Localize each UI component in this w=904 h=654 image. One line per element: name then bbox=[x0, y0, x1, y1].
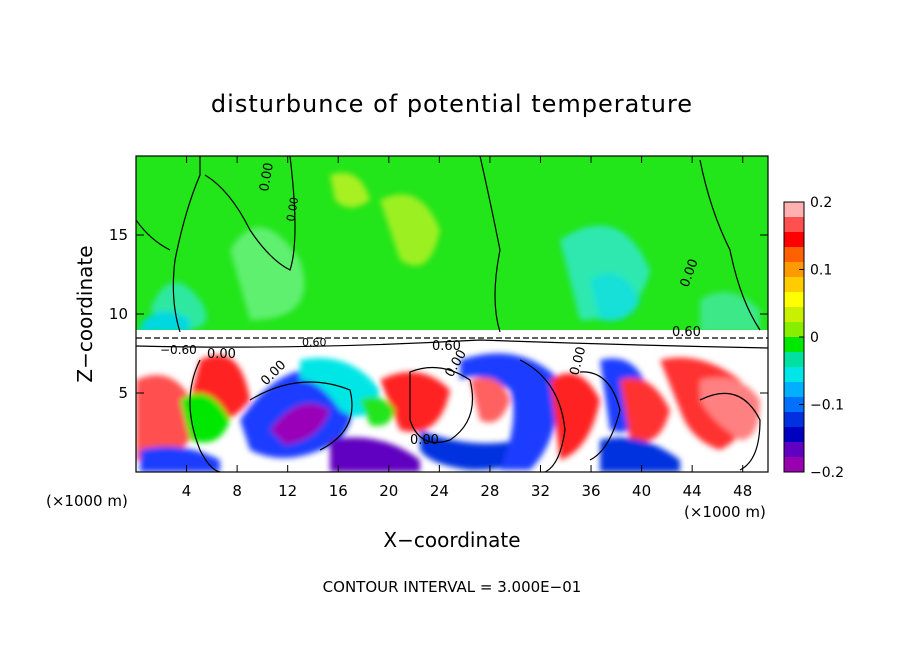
y-axis: 5 10 15 bbox=[109, 226, 768, 402]
heatmap-field bbox=[136, 156, 768, 472]
upper-cyan-patch bbox=[590, 273, 640, 321]
x-unit-label-right: (×1000 m) bbox=[684, 503, 766, 521]
x-axis-label: X−coordinate bbox=[383, 528, 520, 552]
x-tick-label: 4 bbox=[182, 482, 192, 500]
colorbar-swatch bbox=[784, 247, 804, 263]
contour-label: 0.00 bbox=[284, 196, 301, 222]
contour-label: 0.60 bbox=[302, 336, 327, 349]
x-unit-label-left: (×1000 m) bbox=[46, 492, 128, 510]
contour-label: 0.00 bbox=[257, 162, 277, 193]
x-tick-label: 28 bbox=[480, 482, 499, 500]
colorbar-swatch bbox=[784, 202, 804, 218]
x-tick-label: 40 bbox=[632, 482, 651, 500]
x-tick-label: 44 bbox=[683, 482, 702, 500]
colorbar-swatch bbox=[784, 352, 804, 368]
colorbar-swatch bbox=[784, 427, 804, 443]
colorbar-swatch bbox=[784, 292, 804, 308]
x-tick-label: 32 bbox=[531, 482, 550, 500]
contour-label: 0.60 bbox=[432, 339, 461, 354]
colorbar-swatch bbox=[784, 337, 804, 353]
colorbar-swatch bbox=[784, 307, 804, 323]
colorbar: 0.2 0.1 0 −0.1 −0.2 bbox=[783, 195, 844, 481]
colorbar-swatch bbox=[784, 322, 804, 338]
upper-yellow-patch bbox=[330, 172, 370, 208]
colorbar-swatch bbox=[784, 367, 804, 383]
contour-label: 0.60 bbox=[672, 325, 701, 340]
colorbar-tick-label: 0.2 bbox=[810, 195, 832, 211]
y-axis-label: Z−coordinate bbox=[73, 245, 97, 382]
x-tick-label: 24 bbox=[430, 482, 449, 500]
contour-label: −0.60 bbox=[160, 343, 197, 357]
colorbar-tick-label: −0.2 bbox=[810, 465, 844, 481]
colorbar-swatch bbox=[784, 412, 804, 428]
x-tick-label: 36 bbox=[581, 482, 600, 500]
upper-cyan-patch bbox=[140, 311, 190, 332]
upper-cyan-patch bbox=[230, 227, 305, 320]
colorbar-swatch bbox=[784, 217, 804, 233]
contour-lines bbox=[136, 156, 768, 472]
colorbar-swatch bbox=[784, 442, 804, 458]
upper-field bbox=[136, 156, 768, 332]
y-tick-label: 10 bbox=[109, 305, 128, 323]
x-tick-label: 20 bbox=[379, 482, 398, 500]
upper-yellow-patch bbox=[380, 194, 440, 266]
colorbar-tick-label: 0.1 bbox=[810, 263, 832, 279]
colorbar-swatch bbox=[784, 397, 804, 413]
colorbar-swatch bbox=[784, 262, 804, 278]
x-tick-label: 8 bbox=[232, 482, 242, 500]
contour-label: 0.00 bbox=[567, 345, 589, 377]
x-tick-label: 48 bbox=[733, 482, 752, 500]
colorbar-tick-label: −0.1 bbox=[810, 398, 844, 414]
colorbar-swatch bbox=[784, 277, 804, 293]
contour-label: 0.00 bbox=[207, 347, 236, 362]
x-tick-label: 16 bbox=[329, 482, 348, 500]
chart-title: disturbunce of potential temperature bbox=[211, 90, 693, 118]
colorbar-tick-label: 0 bbox=[810, 330, 819, 346]
colorbar-swatch bbox=[784, 382, 804, 398]
y-tick-label: 5 bbox=[118, 384, 128, 402]
colorbar-swatch bbox=[784, 457, 804, 473]
contour-label: 0.00 bbox=[410, 433, 439, 448]
interface-band bbox=[136, 330, 768, 344]
y-tick-label: 15 bbox=[109, 226, 128, 244]
x-axis: 4 8 12 16 20 24 28 32 36 40 44 48 bbox=[182, 156, 752, 500]
colorbar-swatch bbox=[784, 232, 804, 248]
contour-interval-text: CONTOUR INTERVAL = 3.000E−01 bbox=[323, 578, 582, 596]
x-tick-label: 12 bbox=[278, 482, 297, 500]
